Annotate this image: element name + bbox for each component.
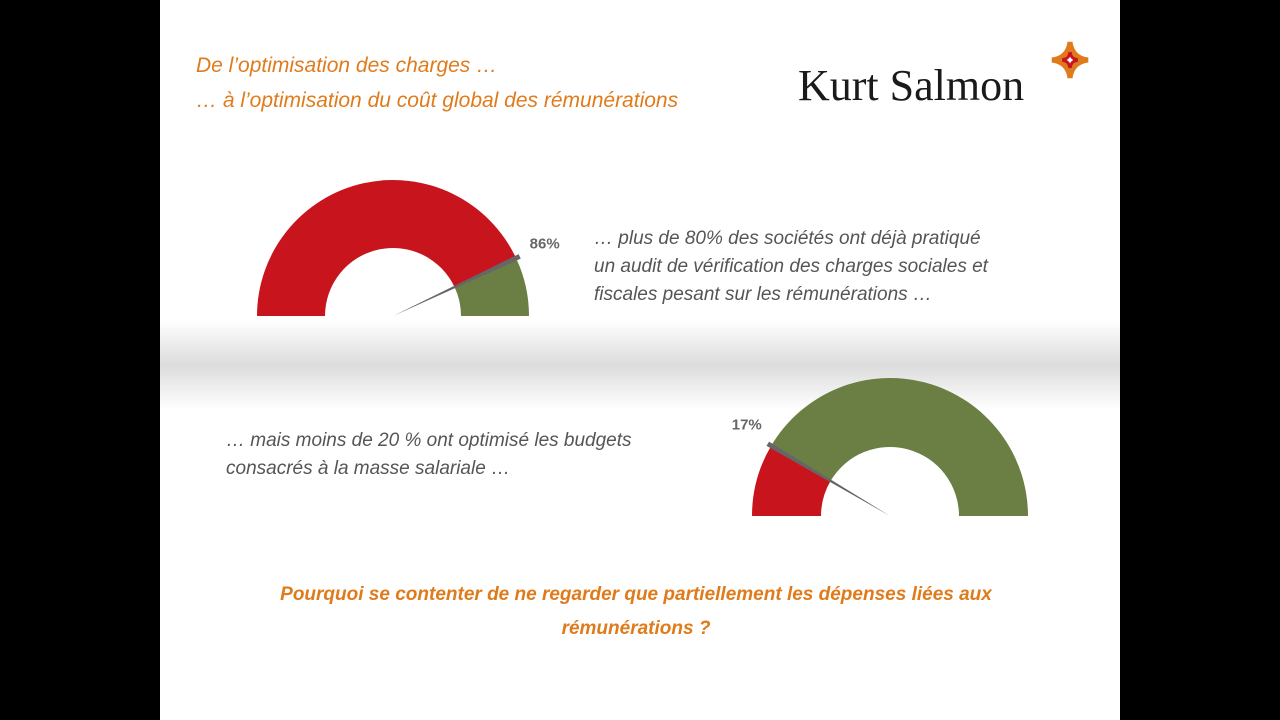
separator-band: [160, 320, 1120, 410]
header-line: … à l’optimisation du coût global des ré…: [196, 89, 679, 112]
gauge-value-label: 86%: [530, 235, 560, 252]
caption-line: fiscales pesant sur les rémunérations …: [594, 284, 932, 305]
question-line: Pourquoi se contenter de ne regarder que…: [280, 584, 993, 605]
gauge-green: [771, 378, 1028, 516]
caption-line: un audit de vérification des charges soc…: [594, 256, 989, 277]
logo-text: Kurt Salmon: [798, 61, 1024, 110]
gauge-red: [257, 180, 517, 316]
caption-line: … mais moins de 20 % ont optimisé les bu…: [226, 430, 632, 451]
caption-line: … plus de 80% des sociétés ont déjà prat…: [594, 228, 981, 249]
caption-line: consacrés à la masse salariale …: [226, 458, 510, 479]
question-line: rémunérations ?: [562, 618, 711, 639]
logo-star: [1051, 41, 1089, 79]
gauge-red: [752, 445, 831, 516]
gauge-value-label: 17%: [732, 417, 762, 434]
gauge-green: [454, 258, 529, 316]
gauge-needle: [393, 254, 521, 316]
gauge-needle: [766, 441, 890, 516]
header-line: De l’optimisation des charges …: [196, 54, 497, 77]
